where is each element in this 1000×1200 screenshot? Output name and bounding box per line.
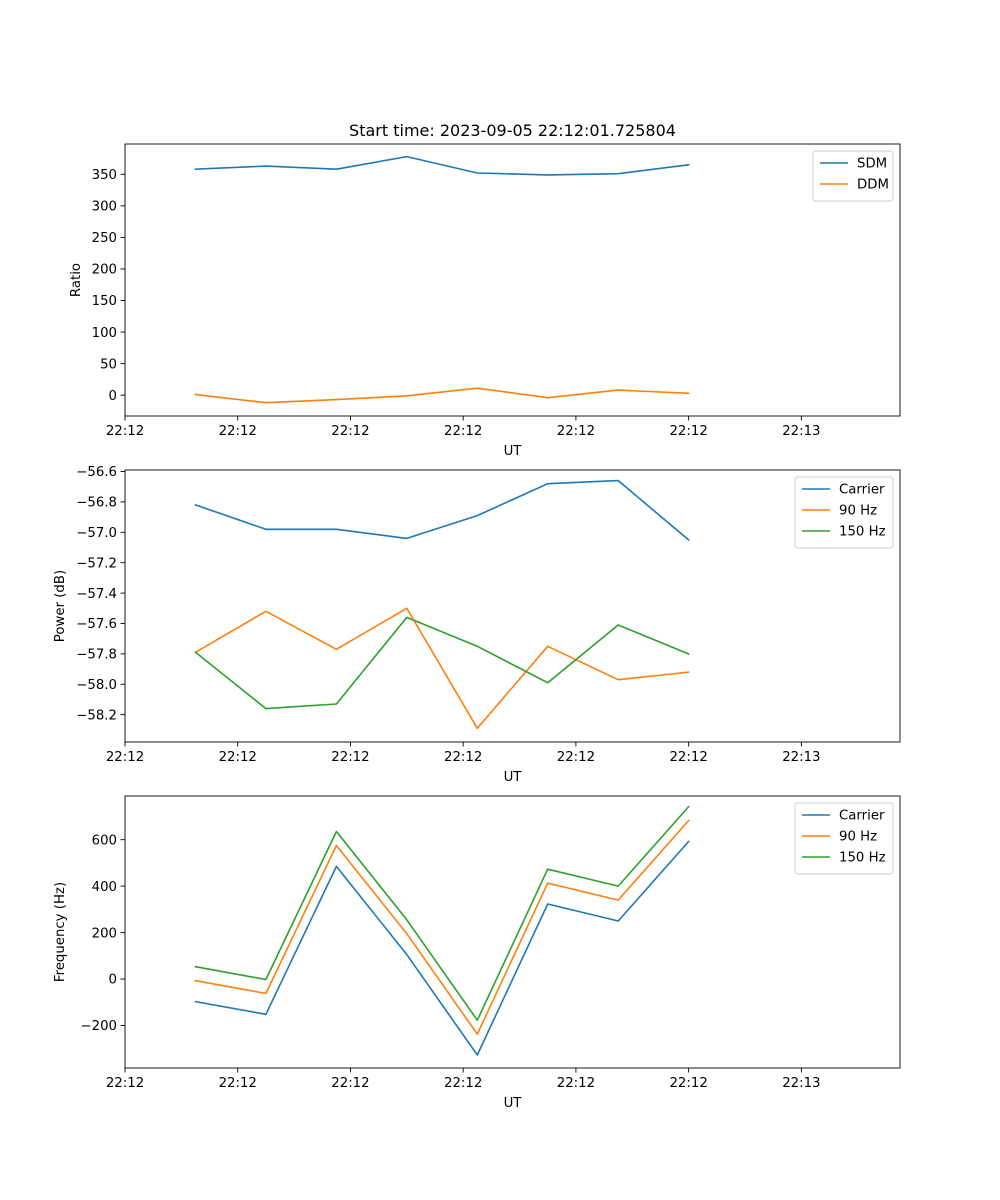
x-tick-label: 22:13 bbox=[782, 750, 820, 765]
y-tick-label: −57.2 bbox=[76, 556, 117, 571]
y-tick-label: 350 bbox=[92, 168, 117, 183]
y-tick-label: 200 bbox=[92, 263, 117, 278]
series-line-150-hz bbox=[194, 805, 690, 1022]
series-line-90-hz bbox=[194, 607, 690, 730]
series-line-90-hz bbox=[194, 819, 690, 1035]
y-tick-label: 200 bbox=[92, 926, 117, 941]
x-tick-label: 22:12 bbox=[669, 424, 707, 439]
x-tick-label: 22:12 bbox=[331, 1076, 369, 1091]
y-tick-label: −56.8 bbox=[76, 496, 117, 511]
x-tick-label: 22:13 bbox=[782, 1076, 820, 1091]
x-axis-label: UT bbox=[504, 1096, 523, 1111]
legend-entry: DDM bbox=[857, 178, 889, 193]
x-tick-label: 22:12 bbox=[444, 424, 482, 439]
x-tick-label: 22:12 bbox=[106, 1076, 144, 1091]
y-tick-label: −200 bbox=[80, 1019, 117, 1034]
series-line-150-hz bbox=[194, 616, 690, 710]
y-tick-label: 50 bbox=[100, 357, 117, 372]
x-tick-label: 22:12 bbox=[219, 750, 257, 765]
chart-panel-2: 22:12 22:12 22:12 22:12 22:12 22:12 22:13 −58.2… bbox=[53, 465, 901, 785]
y-tick-label: 600 bbox=[92, 833, 117, 848]
y-tick-label: −56.6 bbox=[76, 465, 117, 480]
series-line-sdm bbox=[194, 155, 690, 176]
y-tick-label: −58.2 bbox=[76, 708, 117, 723]
chart-panel-3: 22:12 22:12 22:12 22:12 22:12 22:12 22:13 −200 0… bbox=[53, 795, 901, 1111]
x-tick-label: 22:12 bbox=[557, 750, 595, 765]
x-tick-label: 22:12 bbox=[557, 424, 595, 439]
axes-frame bbox=[124, 469, 901, 743]
x-tick-label: 22:12 bbox=[219, 1076, 257, 1091]
y-axis-label: Power (dB) bbox=[53, 570, 68, 642]
series-line-carrier bbox=[194, 840, 690, 1056]
x-axis-label: UT bbox=[504, 770, 523, 785]
y-tick-label: 300 bbox=[92, 200, 117, 215]
legend: SDM DDM bbox=[812, 150, 894, 202]
legend-entry: SDM bbox=[857, 157, 887, 172]
y-tick-label: −57.8 bbox=[76, 648, 117, 663]
axes-frame bbox=[124, 795, 901, 1069]
x-tick-label: 22:12 bbox=[331, 750, 369, 765]
y-axis-label: Frequency (Hz) bbox=[53, 882, 68, 982]
x-tick-label: 22:12 bbox=[557, 1076, 595, 1091]
chart-panel-1: 22:12 22:12 22:12 22:12 22:12 22:12 22:13 0 50 10… bbox=[69, 121, 901, 459]
axes-frame bbox=[124, 143, 901, 417]
y-tick-label: 0 bbox=[109, 973, 117, 988]
y-tick-label: −57.4 bbox=[76, 587, 117, 602]
legend-entry: 150 Hz bbox=[839, 851, 886, 866]
legend: Carrier 90 Hz 150 Hz bbox=[794, 802, 894, 875]
y-tick-label: −57.6 bbox=[76, 617, 117, 632]
legend-entry: 90 Hz bbox=[839, 830, 877, 845]
x-tick-label: 22:12 bbox=[669, 750, 707, 765]
legend: Carrier 90 Hz 150 Hz bbox=[794, 476, 894, 549]
x-tick-label: 22:12 bbox=[219, 424, 257, 439]
y-tick-label: 0 bbox=[109, 389, 117, 404]
x-tick-label: 22:12 bbox=[106, 424, 144, 439]
x-tick-label: 22:13 bbox=[782, 424, 820, 439]
series-line-ddm bbox=[194, 387, 690, 404]
legend-entry: 150 Hz bbox=[839, 525, 886, 540]
x-tick-label: 22:12 bbox=[331, 424, 369, 439]
y-tick-label: 150 bbox=[92, 294, 117, 309]
series-line-carrier bbox=[194, 479, 690, 542]
y-tick-label: −58.0 bbox=[76, 678, 117, 693]
x-axis-label: UT bbox=[504, 444, 523, 459]
y-tick-label: 100 bbox=[92, 326, 117, 341]
y-tick-label: 400 bbox=[92, 880, 117, 895]
legend-entry: Carrier bbox=[839, 483, 885, 498]
y-axis-label: Ratio bbox=[69, 263, 84, 297]
legend-entry: Carrier bbox=[839, 809, 885, 824]
x-tick-label: 22:12 bbox=[444, 750, 482, 765]
legend-entry: 90 Hz bbox=[839, 504, 877, 519]
x-tick-label: 22:12 bbox=[444, 1076, 482, 1091]
x-tick-label: 22:12 bbox=[669, 1076, 707, 1091]
x-tick-label: 22:12 bbox=[106, 750, 144, 765]
y-tick-label: −57.0 bbox=[76, 526, 117, 541]
chart-title: Start time: 2023-09-05 22:12:01.725804 bbox=[349, 121, 676, 140]
y-tick-label: 250 bbox=[92, 231, 117, 246]
